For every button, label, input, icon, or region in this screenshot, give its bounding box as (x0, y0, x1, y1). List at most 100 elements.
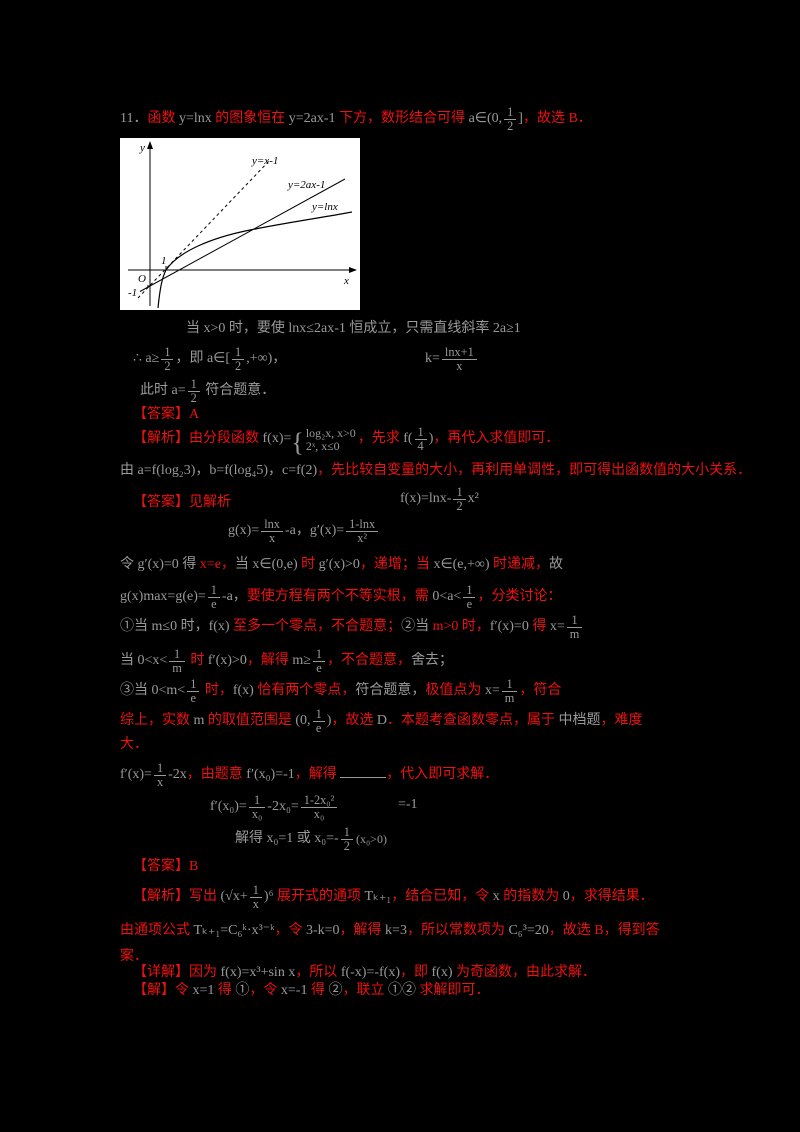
text-segment: ，代入即可求解． (386, 766, 499, 782)
text-segment: ，解得 (246, 652, 293, 668)
text-segment: 时， (201, 682, 233, 698)
text-segment: f(x)=lnx- (400, 490, 452, 506)
x-axis-label: x (343, 275, 349, 287)
text-line: 【详解】因为 f(x)=x³+sin x，所以 f(-x)=-f(x)，即 f(… (133, 964, 596, 982)
text-segment: m>0 (432, 618, 459, 634)
text-segment: f′(x₀)=-1 (246, 766, 295, 782)
text-segment: f( (403, 430, 413, 446)
text-segment: 的图象恒在 (211, 110, 289, 126)
text-segment: 时递减， (489, 557, 550, 572)
text-segment: 综上，实数 (120, 712, 194, 728)
text-segment: f(x) (208, 618, 230, 634)
text-segment: f′(x)=0 (489, 618, 529, 634)
text-segment: ，符合 (519, 682, 562, 698)
text-segment: ，令 (274, 923, 306, 938)
text-segment: y=lnx (178, 110, 212, 126)
text-segment: a∈(0, (468, 110, 503, 126)
text-line: ①当 m≤0 时，f(x) 至多一个零点，不合题意；②当 m>0 时，f′(x)… (120, 614, 584, 641)
lnx-curve-label: y=lnx (311, 201, 338, 213)
text-segment: ，再代入求值即可． (433, 430, 560, 446)
text-segment: 【详解】因为 (133, 965, 221, 980)
text-segment: ，结合已知，令 (391, 888, 493, 904)
text-segment: (√x+ (220, 888, 248, 904)
text-line: 令 g′(x)=0 得 x=e，当 x∈(0,e) 时 g′(x)>0，递增；当… (120, 556, 563, 574)
text-line: f′(x₀)= 1 x₀ -2x₀= 1-2x₀² x₀ (210, 794, 339, 821)
text-segment: -a， (221, 588, 247, 604)
text-segment: Tₖ₊₁=C₆ᵏ·x³⁻ᵏ (193, 923, 275, 938)
graph-figure: y x O 1 -1 y=x-1 y=2ax-1 y=lnx (120, 138, 360, 310)
text-segment: 当 (234, 557, 253, 572)
text-segment: ③当 (120, 682, 152, 698)
text-segment: x=1 (192, 983, 215, 998)
text-segment: 时， (177, 618, 209, 634)
text-segment: 由 (120, 463, 138, 478)
text-segment: ，令 (249, 983, 281, 998)
text-segment: f′(x)= (120, 766, 152, 782)
text-line: g(x)max=g(e)= 1 e -a，要使方程有两个不等实根，需 0<a< 1 e ，分… (120, 584, 561, 611)
text-segment: 0<x< (137, 652, 168, 668)
text-segment: 【答案】B (133, 859, 199, 874)
text-line: 【解析】由分段函数 f(x)={log₂x, x>0 2ˣ, x≤0 ，先求 f(1… (133, 426, 559, 460)
text-segment: k=3 (385, 923, 407, 938)
text-segment: 当 (120, 652, 138, 668)
text-segment: ) (326, 712, 332, 728)
text-segment: a= (171, 382, 186, 398)
text-segment: f(x)=x³+sin x (220, 965, 296, 980)
text-line: 此时 a= 1 2 符合题意． (140, 378, 275, 405)
fraction: 1 x₀ (248, 794, 266, 821)
text-segment: ，求得结果． (569, 888, 654, 904)
text-segment: g(x)max=g(e)= (120, 588, 206, 604)
text-segment: ，分类讨论： (477, 588, 562, 604)
solid-line-y-eq-2ax-minus-1 (139, 178, 346, 292)
text-segment: x=-1 (280, 983, 308, 998)
text-segment: 0<a< (432, 588, 462, 604)
text-segment: Tₖ₊₁ (364, 888, 392, 904)
text-segment: 或 (293, 830, 315, 846)
text-line: 由通项公式 Tₖ₊₁=C₆ᵏ·x³⁻ᵏ，令 3-k=0，解得 k=3，所以常数项… (120, 922, 660, 940)
text-segment: 大． (120, 737, 148, 752)
fraction: 1-2x₀² x₀ (300, 794, 338, 821)
text-segment: 0<m< (151, 682, 186, 698)
text-segment: 由通项公式 (120, 923, 194, 938)
text-segment: ，难度 (600, 712, 643, 728)
text-segment: x∈(e,+∞) (433, 557, 490, 572)
text-segment: f(x) (431, 965, 453, 980)
text-segment: ] (518, 110, 523, 126)
text-segment: ，故选 (331, 712, 377, 728)
text-segment: =-1 (398, 797, 418, 812)
text-segment: C₆³=20 (508, 923, 549, 938)
text-segment: ①② (387, 983, 416, 998)
text-segment: 得 (307, 983, 329, 998)
text-line: 综上，实数 m 的取值范围是 (0, 1 e)，故选 D．本题考查函数零点，属于 中… (120, 708, 643, 735)
text-segment: 得 (178, 557, 200, 572)
text-segment: ，解得 (339, 923, 386, 938)
text-segment: 得 (528, 618, 550, 634)
text-segment: 令 (120, 557, 138, 572)
text-line: 案． (120, 948, 148, 966)
answer-blank (340, 763, 387, 778)
text-segment: ，所以常数项为 (406, 923, 509, 938)
text-segment: -a，g′(x)= (284, 522, 345, 538)
text-segment: 不合题意； (331, 618, 402, 634)
text-segment: 故 (549, 557, 564, 572)
text-segment: )⁶ (263, 888, 274, 904)
y-axis-label: y (139, 142, 145, 154)
text-line: f(x)=lnx- 1 2 x² (400, 486, 479, 513)
text-line: 【解析】写出 (√x+ 1 x)⁶ 展开式的通项 Tₖ₊₁，结合已知，令 x 的指数… (133, 884, 654, 911)
text-segment: 时 (297, 557, 319, 572)
text-segment: 求解即可． (415, 983, 490, 998)
text-segment: f(x)= (262, 430, 292, 446)
text-segment: m (193, 712, 205, 728)
text-segment: (0, (295, 712, 311, 728)
text-segment: m≥ (292, 652, 311, 668)
piecewise-stack: log₂x, x>0 2ˣ, x≤0 (305, 425, 356, 454)
origin-label: O (138, 273, 146, 285)
text-segment: g′(x)>0 (318, 557, 360, 572)
x-axis-arrow (349, 267, 357, 273)
